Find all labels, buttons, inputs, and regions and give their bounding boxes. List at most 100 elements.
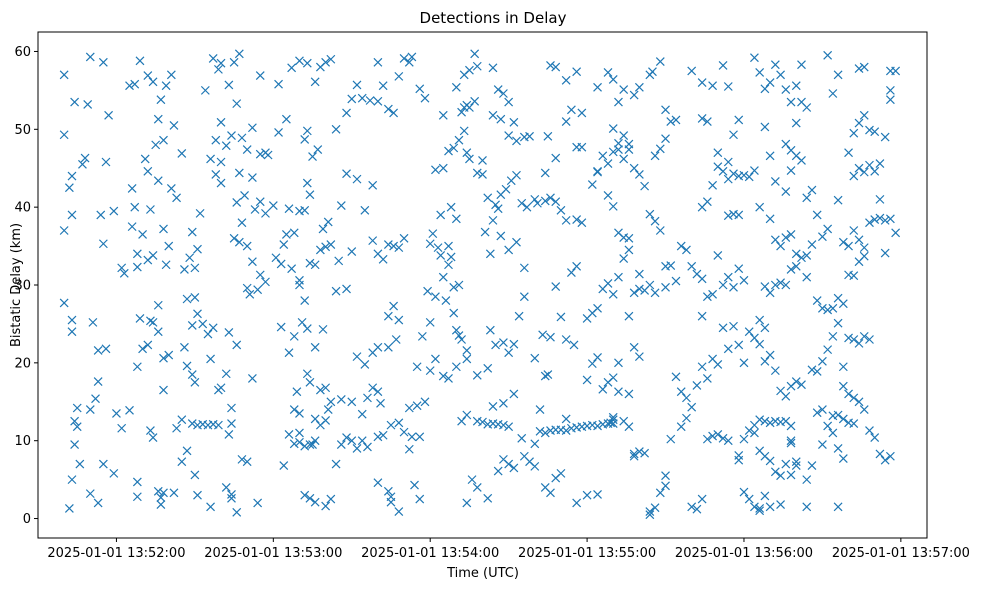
- data-point-marker: [817, 303, 827, 313]
- data-point-marker: [702, 434, 712, 444]
- data-point-marker: [161, 81, 171, 91]
- data-point-marker: [454, 280, 464, 290]
- y-tick-label: 0: [23, 512, 31, 527]
- data-point-marker: [807, 240, 817, 249]
- data-point-marker: [425, 317, 435, 327]
- data-point-marker: [457, 335, 467, 344]
- data-point-marker: [760, 416, 770, 426]
- data-point-marker: [723, 82, 733, 91]
- data-point-marker: [802, 193, 812, 203]
- data-point-marker: [744, 172, 754, 182]
- data-point-marker: [193, 490, 202, 500]
- data-point-marker: [504, 131, 514, 140]
- data-point-marker: [151, 140, 161, 150]
- data-point-marker: [760, 122, 770, 132]
- data-point-marker: [383, 311, 393, 321]
- data-point-marker: [844, 148, 853, 158]
- data-point-marker: [629, 163, 639, 173]
- data-point-marker: [655, 488, 665, 498]
- data-point-marker: [224, 328, 234, 337]
- data-point-marker: [425, 366, 435, 376]
- data-point-marker: [697, 78, 707, 88]
- data-point-marker: [143, 71, 153, 81]
- data-point-marker: [112, 409, 121, 418]
- data-point-marker: [321, 501, 331, 511]
- data-point-marker: [734, 340, 744, 350]
- data-point-marker: [148, 317, 158, 327]
- data-point-marker: [159, 488, 168, 498]
- data-point-marker: [182, 294, 192, 304]
- data-point-marker: [817, 232, 827, 242]
- data-point-marker: [765, 418, 775, 428]
- data-point-marker: [645, 507, 655, 516]
- data-point-marker: [833, 70, 843, 80]
- data-point-marker: [297, 317, 307, 327]
- y-tick-label: 30: [14, 279, 31, 294]
- data-point-marker: [750, 53, 759, 63]
- data-point-marker: [302, 324, 312, 334]
- data-point-marker: [640, 286, 650, 295]
- data-point-marker: [854, 397, 864, 407]
- data-point-marker: [504, 245, 514, 255]
- data-point-marker: [336, 440, 346, 450]
- data-point-marker: [530, 439, 540, 449]
- data-point-marker: [776, 241, 786, 251]
- data-point-marker: [83, 99, 93, 109]
- data-point-marker: [661, 282, 670, 292]
- data-point-marker: [59, 226, 69, 235]
- x-axis-label: Time (UTC): [446, 566, 519, 581]
- data-point-marker: [666, 434, 676, 444]
- data-point-marker: [817, 356, 827, 366]
- data-point-marker: [734, 210, 744, 220]
- data-point-marker: [540, 428, 550, 438]
- data-point-marker: [734, 455, 744, 465]
- data-point-marker: [755, 339, 765, 349]
- data-point-marker: [373, 387, 383, 397]
- data-point-marker: [870, 215, 880, 225]
- data-point-marker: [598, 151, 608, 161]
- data-point-marker: [441, 296, 451, 305]
- data-point-marker: [383, 486, 393, 496]
- data-point-marker: [629, 90, 639, 100]
- data-point-marker: [462, 410, 472, 420]
- data-point-marker: [781, 280, 791, 290]
- data-point-marker: [357, 436, 367, 446]
- data-point-marker: [603, 191, 613, 200]
- data-point-marker: [797, 380, 806, 390]
- data-point-marker: [423, 286, 433, 296]
- data-point-marker: [88, 317, 98, 327]
- data-point-marker: [648, 67, 657, 77]
- data-point-marker: [211, 135, 221, 145]
- data-point-marker: [125, 81, 134, 91]
- data-point-marker: [187, 419, 197, 428]
- data-point-marker: [75, 459, 85, 469]
- data-point-marker: [491, 340, 500, 350]
- data-point-marker: [368, 180, 378, 190]
- data-point-marker: [702, 197, 712, 207]
- data-point-marker: [368, 383, 378, 393]
- data-point-marker: [496, 231, 506, 241]
- data-point-marker: [276, 322, 286, 332]
- data-point-marker: [650, 216, 660, 226]
- data-point-marker: [70, 97, 80, 107]
- data-point-marker: [546, 488, 555, 498]
- data-point-marker: [587, 180, 597, 190]
- data-point-marker: [67, 315, 77, 325]
- data-point-marker: [603, 159, 613, 168]
- data-point-marker: [512, 170, 521, 180]
- data-point-marker: [739, 275, 749, 285]
- data-point-marker: [865, 426, 874, 435]
- data-point-marker: [444, 260, 453, 270]
- data-point-marker: [739, 358, 749, 368]
- data-point-marker: [885, 214, 895, 224]
- data-point-marker: [812, 366, 822, 376]
- data-point-marker: [512, 136, 521, 146]
- data-point-marker: [572, 215, 582, 225]
- data-point-marker: [132, 362, 142, 372]
- data-point-marker: [321, 383, 331, 393]
- data-point-marker: [255, 71, 265, 81]
- data-point-marker: [295, 428, 304, 438]
- data-point-marker: [838, 381, 848, 391]
- data-point-marker: [85, 405, 95, 414]
- data-point-marker: [308, 152, 317, 161]
